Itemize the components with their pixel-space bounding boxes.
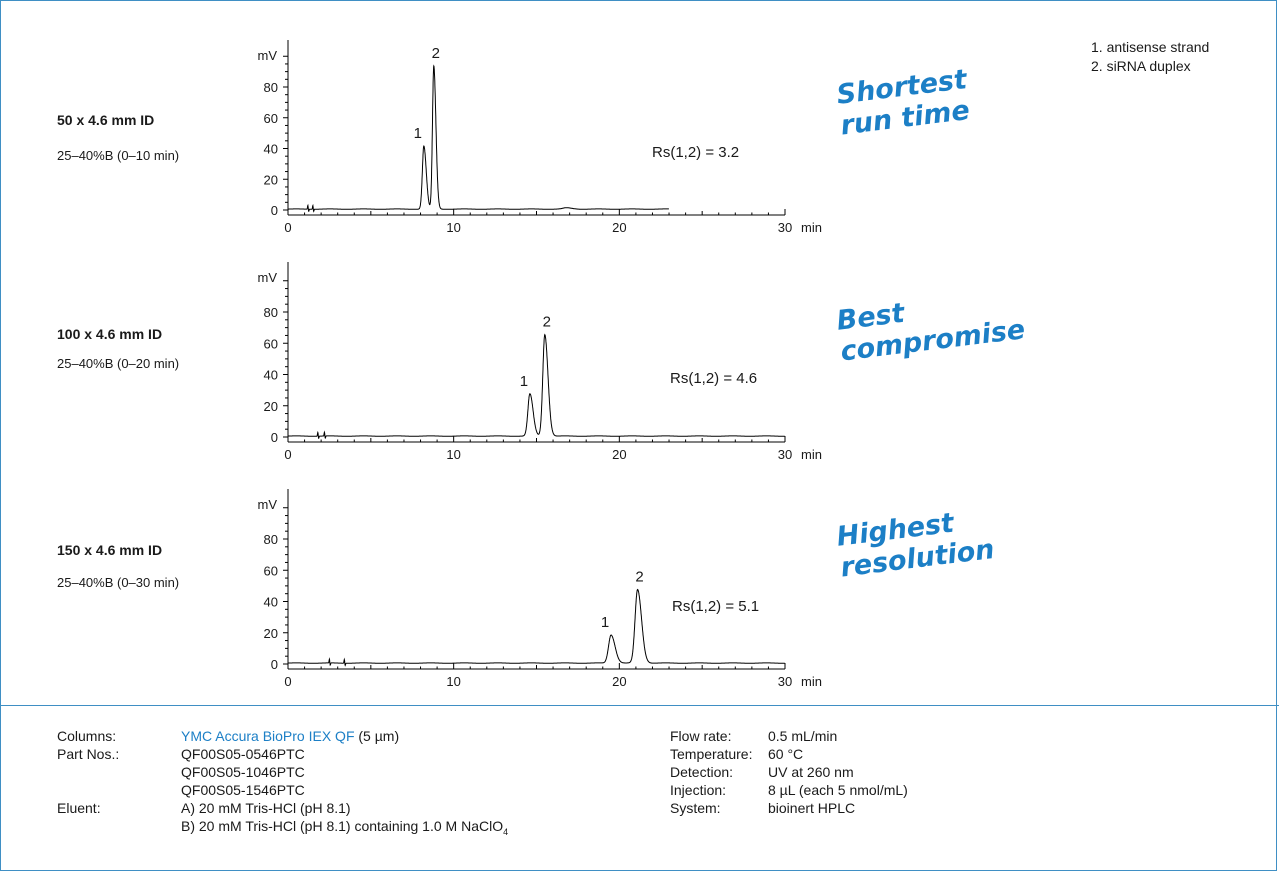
footer-row-system: System: bioinert HPLC: [670, 799, 908, 817]
footer-key: Eluent:: [57, 800, 101, 816]
y-tick-label: 20: [264, 626, 278, 641]
x-tick-label: 0: [284, 220, 291, 235]
footer-conditions-right: Flow rate: 0.5 mL/min Temperature: 60 °C…: [670, 727, 908, 817]
peak-label-1: 1: [414, 125, 422, 142]
x-tick-label: 10: [446, 674, 460, 689]
x-tick-label: 20: [612, 220, 626, 235]
footer-value: 0.5 mL/min: [768, 728, 838, 744]
chromatogram-trace: [288, 64, 669, 213]
x-axis-label: min: [801, 220, 822, 235]
footer-key: [57, 763, 181, 781]
x-tick-label: 0: [284, 447, 291, 462]
x-tick-label: 0: [284, 674, 291, 689]
footer-row-columns: Columns: YMC Accura BioPro IEX QF (5 µm): [57, 727, 508, 745]
legend-item-2: 2. siRNA duplex: [1091, 58, 1191, 74]
peak-label-1: 1: [520, 373, 528, 390]
column-label-2: 100 x 4.6 mm ID: [57, 326, 163, 342]
y-axis-label: mV: [258, 270, 278, 285]
footer-key: [57, 817, 181, 841]
resolution-label: Rs(1,2) = 5.1: [672, 598, 759, 615]
footer-key: Flow rate:: [670, 728, 732, 744]
y-axis-label: mV: [258, 497, 278, 512]
gradient-label-3: 25–40%B (0–30 min): [57, 575, 180, 590]
chromatogram-trace: [288, 333, 785, 440]
resolution-label: Rs(1,2) = 3.2: [652, 144, 739, 161]
y-tick-label: 20: [264, 172, 278, 187]
y-tick-label: 40: [264, 595, 278, 610]
y-tick-label: 80: [264, 80, 278, 95]
legend-item-1: 1. antisense strand: [1091, 39, 1210, 55]
footer-row-temperature: Temperature: 60 °C: [670, 745, 908, 763]
footer-row-detection: Detection: UV at 260 nm: [670, 763, 908, 781]
footer-key: [57, 781, 181, 799]
x-tick-label: 10: [446, 220, 460, 235]
footer-conditions-left: Columns: YMC Accura BioPro IEX QF (5 µm)…: [57, 727, 508, 841]
y-tick-label: 60: [264, 563, 278, 578]
footer-row-injection: Injection: 8 µL (each 5 nmol/mL): [670, 781, 908, 799]
y-tick-label: 80: [264, 532, 278, 547]
x-tick-label: 20: [612, 447, 626, 462]
column-particle-size: (5 µm): [354, 728, 400, 744]
footer-row-part-nos-2: QF00S05-1046PTC: [57, 763, 508, 781]
x-tick-label: 20: [612, 674, 626, 689]
footer-key: Injection:: [670, 782, 727, 798]
footer-value: A) 20 mM Tris-HCl (pH 8.1): [181, 800, 351, 816]
peak-label-2: 2: [543, 313, 551, 330]
footer-value: QF00S05-0546PTC: [181, 746, 305, 762]
peak-label-2: 2: [635, 569, 643, 586]
y-tick-label: 40: [264, 142, 278, 157]
footer-key: Columns:: [57, 728, 117, 744]
gradient-label-2: 25–40%B (0–20 min): [57, 356, 180, 371]
footer-divider: [0, 705, 1279, 706]
footer-row-part-nos-3: QF00S05-1546PTC: [57, 781, 508, 799]
peak-legend: 1. antisense strand 2. siRNA duplex: [1091, 38, 1209, 76]
x-axis-label: min: [801, 447, 822, 462]
x-tick-label: 30: [778, 674, 792, 689]
column-label-1: 50 x 4.6 mm ID: [57, 112, 155, 128]
footer-value: QF00S05-1046PTC: [181, 764, 305, 780]
peak-label-1: 1: [601, 614, 609, 631]
y-tick-label: 0: [271, 203, 278, 218]
footer-key: System:: [670, 800, 721, 816]
footer-value: 8 µL (each 5 nmol/mL): [768, 782, 908, 798]
footer-row-eluent-a: Eluent: A) 20 mM Tris-HCl (pH 8.1): [57, 799, 508, 817]
subscript: 4: [503, 826, 509, 837]
y-tick-label: 0: [271, 430, 278, 445]
y-tick-label: 0: [271, 657, 278, 672]
y-tick-label: 80: [264, 305, 278, 320]
x-tick-label: 30: [778, 447, 792, 462]
footer-row-flow-rate: Flow rate: 0.5 mL/min: [670, 727, 908, 745]
footer-key: Temperature:: [670, 746, 753, 762]
peak-label-2: 2: [432, 45, 440, 62]
column-product-link[interactable]: YMC Accura BioPro IEX QF: [181, 728, 355, 744]
x-tick-label: 30: [778, 220, 792, 235]
y-tick-label: 60: [264, 111, 278, 126]
y-tick-label: 60: [264, 336, 278, 351]
footer-value: 60 °C: [768, 746, 804, 762]
footer-key: Part Nos.:: [57, 746, 120, 762]
chromatogram-trace: [288, 588, 785, 667]
resolution-label: Rs(1,2) = 4.6: [670, 370, 757, 387]
y-tick-label: 20: [264, 399, 278, 414]
x-axis-label: min: [801, 674, 822, 689]
x-tick-label: 10: [446, 447, 460, 462]
y-tick-label: 40: [264, 368, 278, 383]
footer-key: Detection:: [670, 764, 734, 780]
footer-value: bioinert HPLC: [768, 800, 856, 816]
footer-value: B) 20 mM Tris-HCl (pH 8.1) containing 1.…: [181, 818, 504, 834]
footer-row-part-nos: Part Nos.: QF00S05-0546PTC: [57, 745, 508, 763]
y-axis-label: mV: [258, 48, 278, 63]
column-label-3: 150 x 4.6 mm ID: [57, 542, 163, 558]
gradient-label-1: 25–40%B (0–10 min): [57, 148, 180, 163]
footer-row-eluent-b: B) 20 mM Tris-HCl (pH 8.1) containing 1.…: [57, 817, 508, 841]
footer-value: QF00S05-1546PTC: [181, 782, 305, 798]
footer-value: UV at 260 nm: [768, 764, 854, 780]
